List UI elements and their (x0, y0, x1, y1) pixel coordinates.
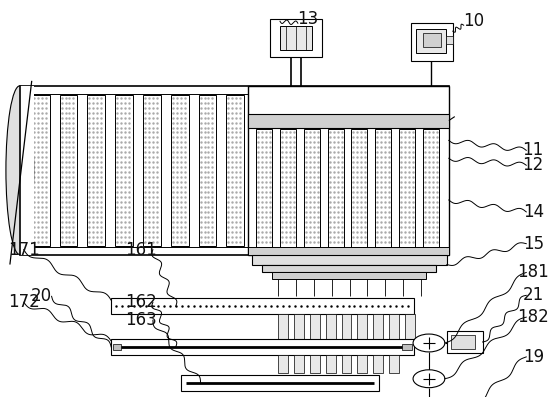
Text: 11: 11 (523, 141, 544, 159)
Bar (256, 129, 272, 247)
Bar (111, 298, 414, 314)
Bar (338, 95, 355, 246)
Bar (399, 129, 415, 247)
Text: 19: 19 (523, 348, 544, 366)
Bar (248, 86, 449, 255)
Bar (60, 95, 78, 246)
Bar (280, 129, 296, 247)
Bar (199, 95, 217, 246)
Bar (393, 95, 411, 246)
Bar (248, 247, 449, 255)
Bar (270, 19, 322, 57)
Bar (402, 344, 412, 350)
Text: 182: 182 (517, 308, 549, 326)
Bar (115, 95, 133, 246)
Text: 15: 15 (523, 235, 544, 253)
Bar (376, 129, 391, 247)
Bar (294, 314, 304, 339)
Text: 161: 161 (125, 241, 157, 259)
Bar (411, 23, 453, 61)
Bar (20, 86, 449, 255)
Bar (373, 355, 383, 373)
Text: 163: 163 (125, 311, 157, 329)
Text: 172: 172 (8, 293, 40, 311)
Bar (252, 255, 447, 265)
Bar (278, 355, 288, 373)
Bar (111, 339, 414, 355)
Bar (365, 95, 383, 246)
Text: 10: 10 (463, 12, 484, 30)
Text: 12: 12 (523, 156, 544, 174)
Bar (181, 375, 379, 391)
Ellipse shape (413, 370, 445, 388)
Bar (227, 95, 244, 246)
Bar (405, 314, 415, 339)
Bar (113, 344, 121, 350)
Bar (282, 95, 300, 246)
Bar (326, 355, 335, 373)
Bar (171, 95, 189, 246)
Bar (341, 355, 352, 373)
Ellipse shape (413, 334, 445, 352)
Text: 181: 181 (517, 263, 549, 281)
Ellipse shape (6, 86, 33, 255)
Text: 162: 162 (125, 293, 157, 311)
Bar (326, 314, 335, 339)
Bar (248, 113, 449, 127)
Text: 14: 14 (523, 203, 544, 221)
Bar (373, 314, 383, 339)
Text: 20: 20 (31, 287, 52, 305)
Bar (280, 26, 312, 50)
Bar (278, 314, 288, 339)
Bar (272, 273, 426, 279)
Bar (423, 33, 441, 47)
Bar (358, 314, 367, 339)
Bar (310, 314, 320, 339)
Bar (294, 355, 304, 373)
Text: 13: 13 (297, 10, 319, 28)
Bar (389, 314, 399, 339)
Bar (304, 129, 320, 247)
Bar (310, 355, 320, 373)
Bar (310, 95, 328, 246)
Bar (143, 95, 161, 246)
Bar (341, 314, 352, 339)
Bar (254, 95, 272, 246)
Bar (262, 265, 436, 273)
Bar (352, 129, 367, 247)
Bar (447, 331, 483, 353)
Bar (20, 86, 33, 255)
Text: 21: 21 (523, 286, 544, 304)
Bar (32, 95, 50, 246)
Bar (416, 29, 446, 53)
Bar (358, 355, 367, 373)
Bar (389, 355, 399, 373)
Bar (421, 95, 439, 246)
Bar (423, 129, 439, 247)
Bar (88, 95, 105, 246)
Bar (328, 129, 344, 247)
Bar (451, 335, 475, 349)
Text: 171: 171 (8, 241, 40, 259)
Bar (446, 36, 453, 44)
